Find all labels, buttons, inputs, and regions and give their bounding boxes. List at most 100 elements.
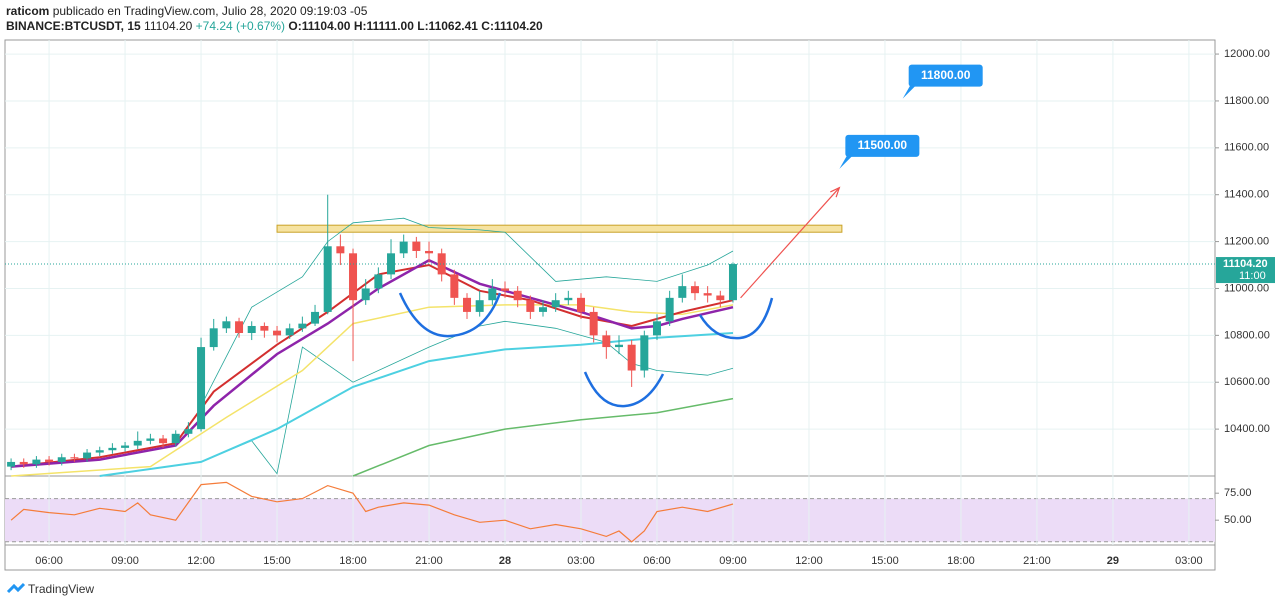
x-tick-label: 21:00: [1023, 555, 1051, 567]
candle-body: [703, 293, 712, 296]
open: O:11104.00: [288, 19, 350, 33]
y-tick-label: 10400.00: [1224, 423, 1270, 435]
candle-body: [235, 321, 244, 334]
candle-body: [222, 321, 231, 329]
x-tick-label: 03:00: [1175, 555, 1203, 567]
candle-body: [513, 290, 522, 301]
candle-body: [640, 335, 649, 371]
candle-body: [146, 438, 155, 441]
candle-body: [133, 440, 142, 446]
annotation-box: [908, 64, 983, 87]
candle-body: [57, 457, 66, 462]
candle-body: [121, 445, 130, 448]
y-tick-label: 10800.00: [1224, 329, 1270, 341]
annotation-label: 11500.00: [858, 138, 908, 152]
curve: [698, 297, 774, 340]
logo: TradingView: [6, 582, 94, 596]
curve: [398, 292, 502, 338]
close: C:11104.20: [481, 19, 543, 33]
candle-body: [108, 447, 117, 451]
candle-body: [311, 311, 320, 324]
y-tick-label: 10600.00: [1224, 376, 1270, 388]
candle-body: [7, 461, 16, 467]
candle-body: [374, 274, 383, 289]
x-tick-label: 21:00: [415, 555, 443, 567]
high: H:11111.00: [354, 19, 414, 33]
header-line-1: raticom publicado en TradingView.com, Ju…: [6, 4, 368, 18]
candle-body: [589, 311, 598, 336]
candle-body: [551, 300, 560, 308]
candle-body: [437, 253, 446, 275]
x-tick-label: 09:00: [719, 555, 747, 567]
x-tick-label: 18:00: [947, 555, 975, 567]
x-tick-label: 28: [499, 555, 511, 567]
candle-body: [83, 452, 92, 459]
x-tick-label: 06:00: [643, 555, 671, 567]
x-tick-label: 15:00: [263, 555, 291, 567]
x-tick-label: 12:00: [187, 555, 215, 567]
candle-body: [501, 288, 510, 291]
candle-body: [526, 300, 535, 312]
candle-body: [298, 323, 307, 329]
candle-body: [614, 344, 623, 348]
last-price-label: 11104.20: [1223, 258, 1268, 270]
candle-body: [450, 274, 459, 298]
published: publicado en TradingView.com, Julio 28, …: [53, 4, 368, 18]
candle-body: [678, 286, 687, 298]
last-price-tag: [1216, 257, 1275, 284]
x-tick-label: 12:00: [795, 555, 823, 567]
candle-body: [539, 307, 548, 312]
candle-body: [323, 246, 332, 312]
plot: 06:00 09:00 12:00 15:00 18:00 21:00 28 03:00 06:…: [5, 40, 1275, 567]
x-tick-label: 09:00: [111, 555, 139, 567]
annotation-label: 11800.00: [921, 68, 971, 82]
line: [200, 217, 734, 406]
candle-body: [475, 300, 484, 312]
candle-body: [665, 297, 674, 322]
y-tick-label: 75.00: [1224, 487, 1252, 499]
candle-body: [285, 328, 294, 336]
x-tick-label: 29: [1107, 555, 1119, 567]
x-tick-label: 15:00: [871, 555, 899, 567]
candle-body: [70, 457, 79, 459]
candle-body: [45, 459, 54, 462]
candle-body: [399, 241, 408, 254]
candle-body: [95, 450, 104, 453]
brand: TradingView: [28, 582, 94, 596]
frame: [4, 39, 1216, 571]
y-tick-label: 11000.00: [1224, 282, 1269, 294]
change: +74.24 (+0.67%): [196, 19, 285, 33]
y-tick-label: 11800.00: [1224, 95, 1269, 107]
candle-body: [716, 295, 725, 301]
x-tick-label: 18:00: [339, 555, 367, 567]
annotation-pointer: [839, 154, 854, 169]
x-tick-label: 06:00: [35, 555, 63, 567]
resistance-zone: [276, 224, 843, 233]
candle-body: [209, 328, 218, 348]
candle-body: [260, 325, 269, 331]
candle-body: [488, 288, 497, 301]
line: [352, 397, 734, 477]
y-tick-label: 12000.00: [1224, 48, 1270, 60]
author: raticom: [6, 4, 49, 18]
arrow-head: [830, 186, 841, 198]
candle-body: [159, 438, 168, 444]
annotation-pointer: [902, 84, 917, 99]
candle-body: [349, 253, 358, 301]
curve: [583, 371, 665, 408]
candle-body: [387, 253, 396, 275]
countdown: 11:00: [1239, 270, 1266, 282]
candle-body: [602, 335, 611, 348]
candle-body: [652, 321, 661, 336]
annotation-box: [845, 134, 920, 157]
candle-body: [576, 297, 585, 312]
candle-body: [273, 330, 282, 336]
candle-body: [412, 241, 421, 251]
candle-body: [171, 433, 180, 444]
candle-body: [463, 297, 472, 312]
candle-body: [425, 250, 434, 254]
candle-body: [728, 264, 737, 301]
candle-body: [247, 325, 256, 334]
candle-body: [627, 344, 636, 371]
